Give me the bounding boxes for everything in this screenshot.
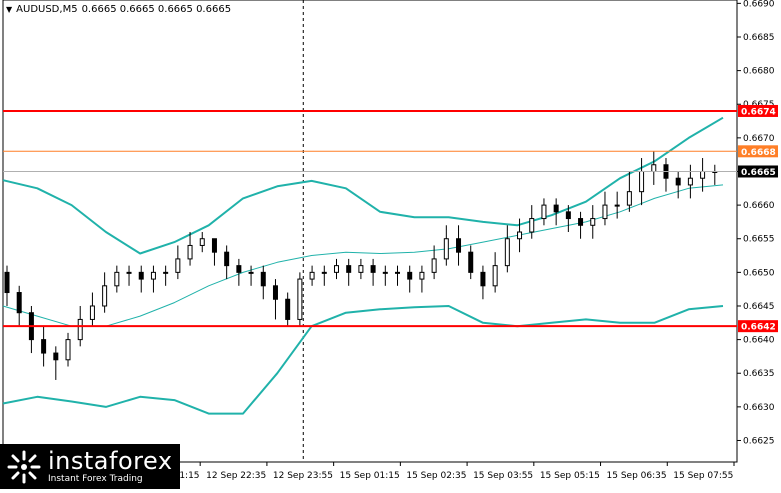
y-tick-label: 0.6645 <box>743 302 775 312</box>
bollinger-lower-band <box>2 305 724 415</box>
candle-body <box>211 238 217 253</box>
x-tick-label: 15 Sep 06:35 <box>607 471 667 481</box>
brand-name: instaforex <box>48 447 173 475</box>
y-tick-label: 0.6630 <box>743 403 775 413</box>
candle-body <box>419 271 425 280</box>
y-tick-label: 0.6660 <box>743 201 775 211</box>
candle-body <box>126 271 132 274</box>
level-tag-bg <box>738 145 778 158</box>
candle-body <box>224 251 230 267</box>
candle-body <box>309 271 315 280</box>
candle-body <box>65 339 71 361</box>
x-tick-label: 15 Sep 05:15 <box>540 471 600 481</box>
candle-body <box>578 218 584 226</box>
chart-header: ▼ AUDUSD,M5 0.6665 0.6665 0.6665 0.6665 <box>6 4 231 15</box>
candle-body <box>114 271 120 287</box>
instaforex-logo: instaforex Instant Forex Trading <box>0 444 180 489</box>
candle-body <box>285 298 291 320</box>
candle-body <box>89 305 95 320</box>
level-tag-label: 0.6674 <box>741 107 776 117</box>
x-tick-label: 15 Sep 03:55 <box>473 471 533 481</box>
candle-body <box>529 218 535 233</box>
candle-body <box>175 258 181 273</box>
level-tag-bg <box>738 104 778 117</box>
candle-body <box>626 191 632 206</box>
candle-body <box>492 265 498 287</box>
bollinger-upper-band <box>2 116 724 255</box>
x-tick-label: 15 Sep 01:15 <box>340 471 400 481</box>
x-tick-label: 12 Sep 22:35 <box>206 471 266 481</box>
candle-body <box>41 339 47 354</box>
candle-body <box>333 265 339 273</box>
candle-body <box>260 271 266 287</box>
level-tag-label: 0.6642 <box>741 323 776 333</box>
candle-body <box>102 285 108 307</box>
candle-body <box>590 218 596 226</box>
candle-body <box>675 177 681 186</box>
ohlc-label: 0.6665 0.6665 0.6665 0.6665 <box>81 4 232 15</box>
y-tick-label: 0.6635 <box>743 369 775 379</box>
candle-body <box>687 177 693 186</box>
x-tick-label: 12 Sep 23:55 <box>273 471 333 481</box>
y-tick-label: 0.6640 <box>743 336 775 346</box>
candle-body <box>553 204 559 213</box>
candle-body <box>565 211 571 220</box>
y-tick-label: 0.6690 <box>743 0 775 9</box>
candle-body <box>456 238 462 253</box>
y-tick-label: 0.6685 <box>743 33 775 43</box>
instaforex-mark-icon <box>6 449 42 485</box>
candle-body <box>321 271 327 274</box>
candle-body <box>700 170 706 179</box>
plot-frame <box>2 0 738 463</box>
candle-body <box>382 271 388 274</box>
candle-body <box>248 271 254 274</box>
brand-tagline: Instant Forex Trading <box>48 474 143 484</box>
candle-body <box>517 231 523 240</box>
level-tag-bg <box>738 320 778 333</box>
candle-body <box>53 352 59 361</box>
y-tick-label: 0.6655 <box>743 235 775 245</box>
candle-body <box>272 285 278 300</box>
y-tick-label: 0.6625 <box>743 436 775 446</box>
y-tick-label: 0.6670 <box>743 134 775 144</box>
candle-body <box>236 265 242 273</box>
candle-body <box>602 204 608 220</box>
symbol-label: AUDUSD,M5 <box>16 4 78 15</box>
candle-body <box>395 271 401 274</box>
candle-body <box>468 251 474 273</box>
candle-body <box>358 265 364 273</box>
candle-body <box>163 271 169 274</box>
y-tick-label: 0.6650 <box>743 268 775 278</box>
candle-body <box>639 170 645 193</box>
candle-body <box>297 278 303 320</box>
dropdown-triangle-icon[interactable]: ▼ <box>6 5 13 14</box>
candle-body <box>480 271 486 287</box>
level-tag-bg <box>738 165 778 178</box>
candle-body <box>370 265 376 273</box>
level-tag-label: 0.6665 <box>741 168 776 178</box>
candle-body <box>431 258 437 273</box>
candle-body <box>150 271 156 280</box>
candle-body <box>614 204 620 207</box>
candle-body <box>138 271 144 280</box>
candle-body <box>504 238 510 267</box>
candle-body <box>77 318 83 341</box>
level-tag-label: 0.6668 <box>741 148 776 158</box>
candle-body <box>541 204 547 220</box>
candle-body <box>187 244 193 260</box>
candle-body <box>346 265 352 273</box>
x-tick-label: 15 Sep 02:35 <box>406 471 466 481</box>
candle-body <box>443 238 449 260</box>
candle-body <box>4 271 10 294</box>
candle-body <box>16 292 22 314</box>
candle-body <box>407 271 413 280</box>
y-tick-label: 0.6680 <box>743 67 775 77</box>
x-tick-label: 15 Sep 07:55 <box>673 471 733 481</box>
candle-body <box>651 164 657 172</box>
candle-body <box>199 238 205 246</box>
